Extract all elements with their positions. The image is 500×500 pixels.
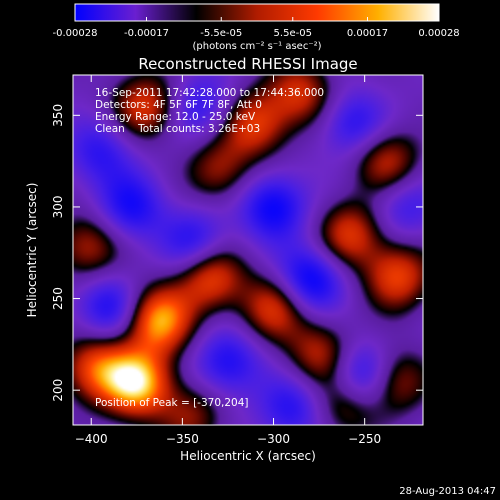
info-line-detectors: Detectors: 4F 5F 6F 7F 8F, Att 0 [95,99,262,111]
y-axis-tick-label: 250 [51,287,65,310]
x-axis-tick-label: −350 [166,432,199,446]
x-axis-tick-label: −300 [257,432,290,446]
y-axis-ticks: 200 250 300 350 [51,104,423,402]
chart-title: Reconstructed RHESSI Image [138,55,357,73]
x-axis-ticks: −400 −350 −300 −250 [75,75,381,446]
info-line-time: 16-Sep-2011 17:42:28.000 to 17:44:36.000 [95,87,325,99]
colorbar-tick-label: -0.00028 [53,28,98,39]
heatmap-image [73,75,423,425]
colorbar-tick-label: 0.00028 [418,28,459,39]
colorbar-tick-label: -5.5e-05 [200,28,242,39]
plot-frame [72,74,424,426]
colorbar-tick-label: -0.00017 [124,28,169,39]
peak-position-text: Position of Peak = [-370,204] [95,397,249,409]
y-axis-tick-label: 200 [51,379,65,402]
y-axis-label: Heliocentric Y (arcsec) [25,183,39,318]
colorbar [74,3,440,22]
info-line-counts: Clean Total counts: 3.26E+03 [95,123,261,135]
y-axis-tick-label: 350 [51,104,65,127]
x-axis-tick-label: −250 [348,432,381,446]
x-axis-tick-label: −400 [75,432,108,446]
footer-timestamp: 28-Aug-2013 04:47 [399,486,496,497]
colorbar-ticks: -0.00028 -0.00017 -5.5e-05 5.5e-05 0.00017 0.… [53,17,460,39]
y-axis-tick-label: 300 [51,195,65,218]
colorbar-tick-label: 5.5e-05 [274,28,312,39]
info-line-energy: Energy Range: 12.0 - 25.0 keV [95,111,256,123]
colorbar-unit-label: (photons cm⁻² s⁻¹ asec⁻²) [192,41,321,52]
colorbar-tick-label: 0.00017 [347,28,388,39]
x-axis-label: Heliocentric X (arcsec) [180,449,316,463]
